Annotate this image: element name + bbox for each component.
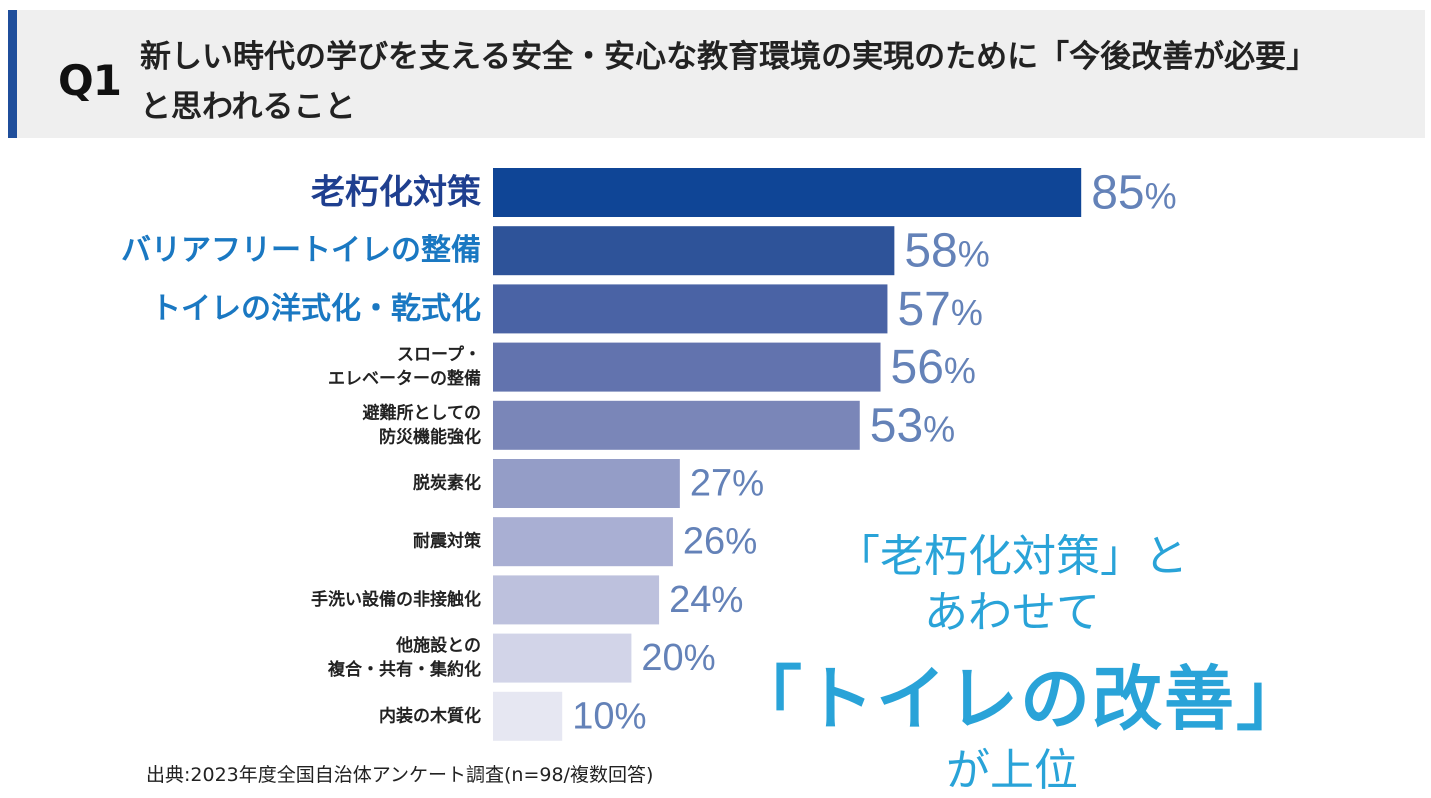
category-label: 避難所としての — [363, 402, 482, 423]
accent-bar — [8, 10, 17, 138]
value-label: 58% — [904, 225, 989, 278]
callout-headline: 「トイレの改善」 — [732, 658, 1308, 740]
question-number: Q1 — [58, 56, 122, 105]
callout-line-2: あわせて — [924, 587, 1100, 638]
category-label: 老朽化対策 — [311, 173, 481, 213]
bar — [493, 517, 673, 567]
value-label: 10% — [572, 695, 646, 737]
bar — [493, 226, 895, 276]
value-label: 53% — [870, 399, 955, 452]
value-label: 27% — [690, 463, 764, 505]
bar — [493, 284, 888, 334]
question-header: Q1 新しい時代の学びを支える安全・安心な教育環境の実現のために「今後改善が必要… — [8, 10, 1425, 138]
bar — [493, 575, 660, 625]
value-label: 57% — [897, 283, 982, 336]
category-label: トイレの洋式化・乾式化 — [151, 291, 481, 326]
bar — [493, 459, 680, 508]
category-label: 手洗い設備の非接触化 — [311, 589, 481, 610]
category-label: 防災機能強化 — [379, 426, 481, 447]
value-label: 20% — [641, 637, 715, 679]
category-label: スロープ・ — [397, 344, 481, 365]
callout-line-4: が上位 — [946, 745, 1078, 796]
value-label: 56% — [891, 341, 976, 394]
value-label: 24% — [669, 579, 743, 621]
category-label: 他施設との — [395, 635, 481, 656]
callout-line-1: 「老朽化対策」と — [836, 531, 1188, 582]
bar — [493, 691, 563, 741]
category-label: 耐震対策 — [413, 531, 482, 552]
bar — [493, 342, 881, 392]
category-label: 複合・共有・集約化 — [327, 659, 481, 680]
value-label: 85% — [1091, 167, 1176, 220]
question-text: 新しい時代の学びを支える安全・安心な教育環境の実現のために「今後改善が必要」と思… — [140, 39, 1318, 125]
value-label: 26% — [683, 521, 757, 563]
category-label: 脱炭素化 — [413, 473, 481, 494]
bar — [493, 400, 860, 450]
source-note: 出典:2023年度全国自治体アンケート調査(n=98/複数回答) — [146, 764, 654, 786]
bar — [493, 168, 1082, 217]
category-label: 内装の木質化 — [379, 705, 481, 726]
bar — [493, 633, 632, 683]
category-label: エレベーターの整備 — [328, 368, 481, 389]
category-label: バリアフリートイレの整備 — [121, 233, 481, 268]
